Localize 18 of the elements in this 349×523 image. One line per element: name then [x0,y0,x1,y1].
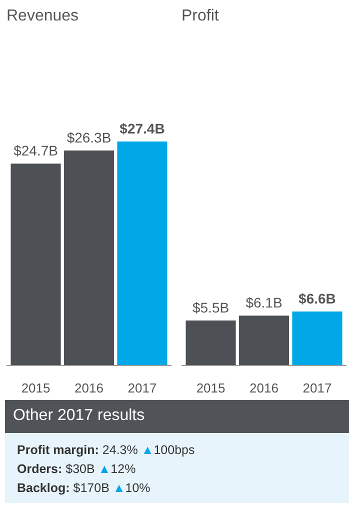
chart-title: Revenues [6,8,79,24]
data-label: $26.3B [66,129,112,146]
data-label: $6.6B [298,290,336,307]
x-tick-label: 2015 [196,380,226,396]
data-label: $27.4B [120,120,165,136]
text: Profit margin: 24.3% ▲100bps [17,442,196,459]
chart-title: Profit [182,8,220,24]
text: Orders: $30B ▲12% [17,460,137,478]
data-label: $24.7B [14,142,58,159]
text: Backlog: $170B ▲10% [17,480,152,497]
x-tick-label: 2015 [21,380,50,396]
text: Other 2017 results [5,400,349,433]
x-tick-label: 2017 [302,380,332,396]
x-tick-label: 2016 [250,380,278,396]
x-tick-label: 2016 [74,380,104,396]
x-tick-label: 2017 [128,380,157,396]
data-label: $6.1B [246,294,282,311]
data-label: $5.5B [192,300,230,316]
